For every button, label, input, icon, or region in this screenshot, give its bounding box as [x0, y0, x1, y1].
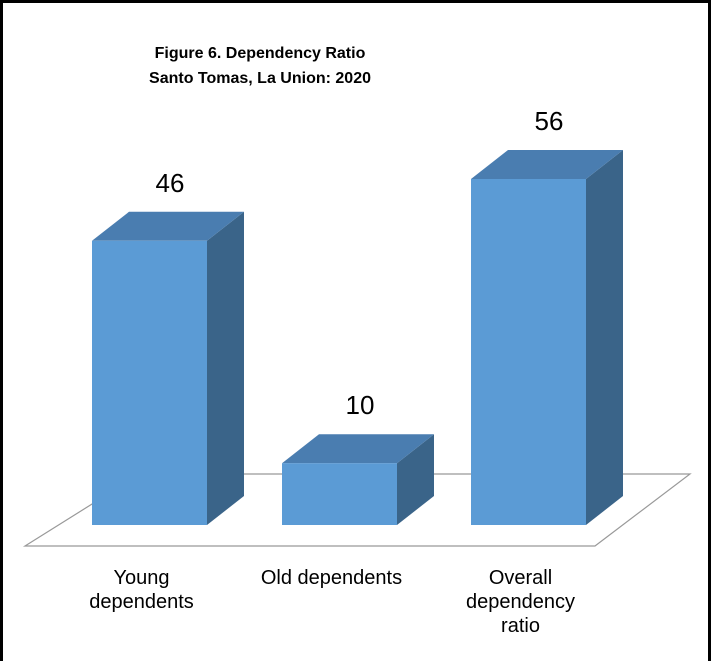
bar-top: [471, 150, 623, 179]
bar-top: [282, 434, 434, 464]
bar: [92, 211, 244, 526]
bar-front: [92, 240, 207, 526]
bar-side: [586, 150, 623, 525]
x-tick-label: Young dependents: [89, 567, 194, 613]
data-label: 56: [535, 106, 564, 136]
data-label: 10: [346, 390, 375, 420]
x-tick-label: Old dependents: [260, 567, 403, 589]
bar-front: [471, 179, 586, 525]
bar-top: [92, 211, 244, 241]
bar: [471, 150, 623, 525]
chart-subtitle: Santo Tomas, La Union: 2020: [149, 70, 371, 87]
chart-title: Figure 6. Dependency Ratio: [155, 45, 366, 62]
bar-side: [397, 434, 434, 525]
bar-side: [207, 211, 244, 526]
bar-front: [282, 463, 397, 525]
x-tick-label: Overall dependency ratio: [466, 567, 575, 637]
data-label: 46: [156, 168, 185, 198]
bar: [282, 434, 434, 525]
